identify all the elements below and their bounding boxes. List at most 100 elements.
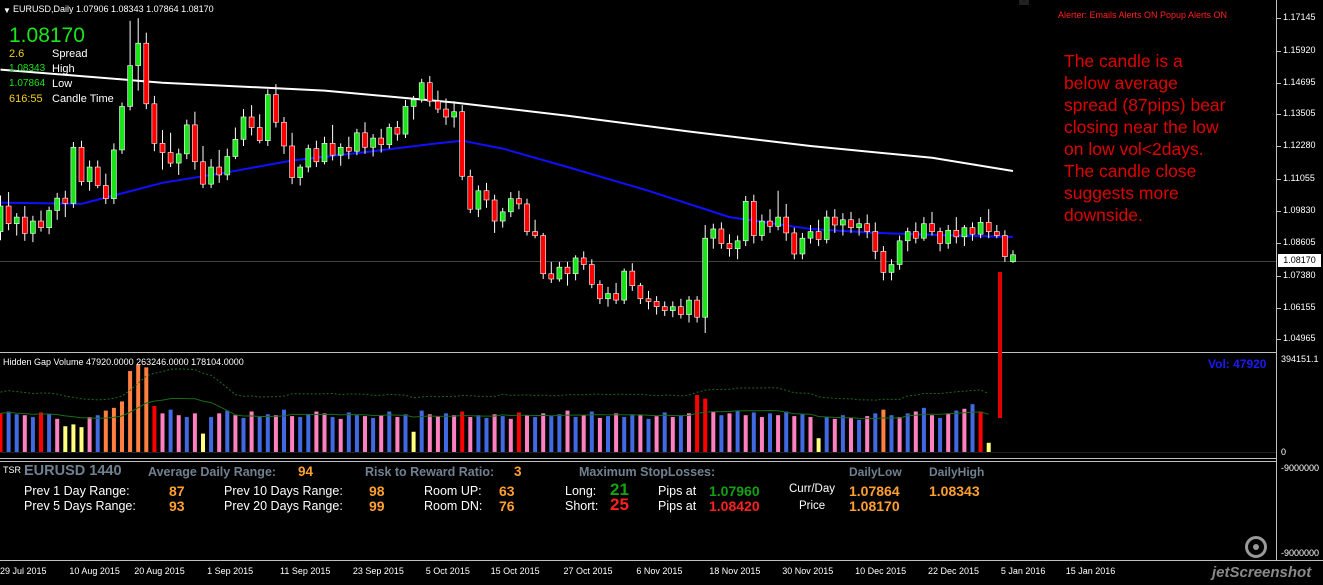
chart-comment-line: suggests more <box>1064 183 1179 203</box>
adr-label: Average Daily Range: <box>148 465 277 479</box>
candle <box>775 190 781 231</box>
date-axis-label: 5 Oct 2015 <box>425 566 470 576</box>
date-axis-label: 22 Dec 2015 <box>928 566 980 576</box>
volume-bars <box>0 364 991 452</box>
candle <box>410 95 417 120</box>
watermark: jetScreenshot <box>1212 564 1312 581</box>
volume-bar <box>533 417 538 452</box>
volume-bar <box>946 413 951 452</box>
volume-bar <box>184 417 189 452</box>
candle <box>629 263 636 291</box>
volume-bar <box>759 417 764 452</box>
candle <box>807 225 814 244</box>
candle <box>937 227 943 252</box>
long-value: 21 <box>610 480 629 499</box>
candle <box>694 296 700 323</box>
chart-comment-line: on low vol<2days. <box>1064 139 1204 159</box>
candle <box>491 194 498 233</box>
high-label: High <box>52 63 75 75</box>
volume-bar <box>120 401 124 452</box>
date-axis-label: 10 Dec 2015 <box>855 566 907 576</box>
price-axis-tick <box>1277 275 1281 277</box>
volume-bar <box>865 416 870 452</box>
long-pips-value: 1.07960 <box>709 483 760 499</box>
candle <box>815 219 822 247</box>
chart-menu-triangle-icon[interactable]: ▼ <box>3 6 11 15</box>
volume-threshold-line <box>0 368 989 401</box>
price-axis-tick <box>1277 243 1281 245</box>
volume-bar <box>541 413 546 452</box>
price-axis-label: 1.09830 <box>1283 205 1316 216</box>
candle <box>345 136 352 160</box>
candle <box>864 214 871 239</box>
candle <box>993 225 1000 239</box>
candle <box>904 227 911 252</box>
volume-bar <box>144 367 149 452</box>
prev10-value: 98 <box>369 483 385 499</box>
volume-bar <box>160 413 165 452</box>
candle <box>459 105 466 181</box>
volume-bar <box>930 415 934 452</box>
moving-averages <box>0 68 1014 238</box>
volume-bar <box>581 415 586 452</box>
volume-bar <box>735 410 740 452</box>
volume-axis-zero: 0 <box>1281 447 1287 457</box>
chart-comment-line: spread (87pips) bear <box>1064 95 1226 115</box>
alerter-status: Alerter: Emails Alerts ON Popup Alerts O… <box>1058 10 1228 20</box>
low-label: Low <box>52 78 73 90</box>
prev1-value: 87 <box>169 483 185 499</box>
candle <box>248 105 255 136</box>
long-pips-label: Pips at <box>658 484 697 498</box>
candle <box>167 132 174 168</box>
candle <box>289 132 295 185</box>
volume-bar <box>638 415 643 452</box>
volume-value-label: Vol: 47920 <box>1208 357 1267 371</box>
volume-bar <box>95 415 100 452</box>
candle <box>281 116 287 154</box>
spread-value: 2.6 <box>9 48 25 60</box>
candle <box>767 209 773 233</box>
candle <box>216 149 222 183</box>
volume-bar <box>743 415 748 452</box>
date-axis-label: 23 Sep 2015 <box>352 566 404 576</box>
candle <box>653 296 660 315</box>
chart-comment-line: The candle is a <box>1064 51 1183 71</box>
volume-bar <box>30 417 35 452</box>
candle <box>799 232 806 260</box>
date-axis-label: 29 Jul 2015 <box>0 566 47 576</box>
volume-bar <box>484 417 489 452</box>
date-axis-label: 6 Nov 2015 <box>636 566 683 576</box>
candle <box>961 225 968 247</box>
volume-bar <box>824 417 829 452</box>
price-axis-label: 1.12280 <box>1283 140 1316 151</box>
ma-fast-line <box>0 139 1014 238</box>
candle <box>46 206 52 235</box>
candle <box>418 78 425 103</box>
volume-bar <box>849 417 853 452</box>
volume-bar <box>379 415 384 452</box>
short-label: Short: <box>565 499 599 513</box>
price-axis-label: 1.15920 <box>1283 44 1316 55</box>
volume-bar <box>654 416 659 452</box>
room-up-value: 63 <box>499 483 515 499</box>
volume-bar <box>589 411 594 452</box>
volume-bar <box>670 417 675 452</box>
volume-bar <box>201 433 205 452</box>
candle <box>337 143 344 166</box>
volume-average-line <box>0 397 989 420</box>
volume-bar <box>678 415 683 452</box>
candle <box>62 190 69 218</box>
date-axis-label: 27 Oct 2015 <box>563 566 613 576</box>
candle <box>613 282 619 305</box>
candle <box>94 160 101 189</box>
volume-bar <box>47 414 52 452</box>
daily-high-value: 1.08343 <box>929 483 980 499</box>
candle <box>175 148 182 175</box>
volume-bar <box>889 415 894 452</box>
candle <box>467 169 474 214</box>
volume-bar <box>913 411 918 452</box>
close-chart-icon[interactable] <box>1019 0 1029 5</box>
volume-bar <box>622 417 627 452</box>
volume-bar <box>419 410 424 452</box>
